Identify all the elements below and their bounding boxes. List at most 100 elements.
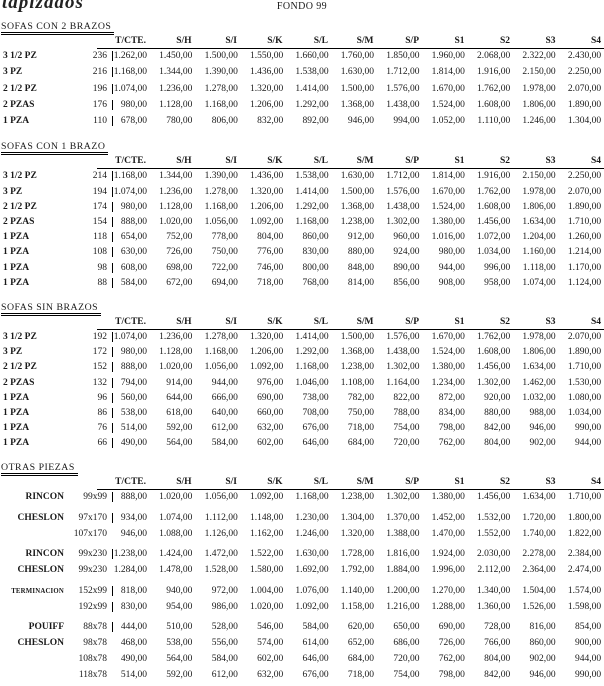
price-cell: 510,00	[147, 622, 192, 632]
price-cell: 1.304,00	[556, 116, 604, 126]
price-cell: 1.020,00	[238, 602, 283, 612]
price-cell: 1.110,00	[465, 116, 510, 126]
price-cell: 944,00	[419, 263, 464, 273]
price-cell: 632,00	[238, 670, 283, 680]
price-cell: 1.500,00	[329, 332, 374, 342]
price-cell: 1.526,00	[510, 602, 555, 612]
price-cell: 1.278,00	[192, 332, 237, 342]
column-header: S4	[556, 36, 604, 46]
price-cell: 1.712,00	[374, 171, 419, 181]
price-cell: 1.302,00	[374, 217, 419, 227]
row-label: 3 PZ	[0, 67, 64, 77]
price-cell: 754,00	[374, 423, 419, 433]
section-title: OTRAS PIEZAS	[1, 462, 78, 476]
price-cell: 1.634,00	[510, 362, 555, 372]
price-cell: 1.128,00	[147, 347, 192, 357]
price-cell: 890,00	[374, 263, 419, 273]
row-label: CHESLON	[0, 638, 64, 648]
price-cell: 2.474,00	[556, 565, 604, 575]
price-cell: 1.292,00	[283, 202, 328, 212]
price-cell: 612,00	[192, 423, 237, 433]
price-cell: 1.504,00	[510, 586, 555, 596]
price-cell: 1.200,00	[374, 586, 419, 596]
price-cell: 650,00	[374, 622, 419, 632]
price-cell: 1.850,00	[374, 51, 419, 61]
price-cell: 960,00	[374, 232, 419, 242]
price-cell: 718,00	[238, 278, 283, 288]
price-cell: 1.478,00	[147, 565, 192, 575]
price-cell: 1.890,00	[556, 100, 604, 110]
price-cell: 1.380,00	[419, 492, 464, 502]
column-header: S/P	[374, 317, 420, 327]
row-label: 3 1/2 PZ	[0, 332, 64, 342]
price-cell: 888,00	[113, 492, 147, 502]
price-cell: 1.260,00	[556, 232, 604, 242]
price-cell: 1.806,00	[510, 100, 555, 110]
price-cell: 788,00	[374, 408, 419, 418]
price-cell: 888,00	[113, 362, 147, 372]
price-cell: 1.004,00	[238, 586, 283, 596]
price-cell: 766,00	[465, 638, 510, 648]
price-cell: 1.020,00	[147, 217, 192, 227]
price-cell: 1.522,00	[238, 549, 283, 559]
column-header: S/M	[328, 477, 374, 487]
price-cell: 1.292,00	[283, 347, 328, 357]
price-cell: 1.206,00	[238, 202, 283, 212]
row-size: 172	[64, 347, 112, 357]
price-cell: 1.630,00	[329, 67, 374, 77]
price-cell: 684,00	[329, 438, 374, 448]
price-cell: 1.302,00	[374, 362, 419, 372]
row-size: 236	[64, 51, 112, 61]
price-cell: 1.074,00	[510, 278, 555, 288]
price-cell: 612,00	[192, 670, 237, 680]
column-header: S/L	[283, 156, 329, 166]
row-size: 196	[64, 84, 112, 94]
price-cell: 1.046,00	[283, 378, 328, 388]
column-header: S/L	[283, 477, 329, 487]
price-cell: 584,00	[192, 438, 237, 448]
price-cell: 860,00	[283, 232, 328, 242]
price-cell: 1.978,00	[510, 187, 555, 197]
price-cell: 1.670,00	[419, 187, 464, 197]
price-cell: 1.278,00	[192, 187, 237, 197]
price-cell: 1.344,00	[147, 171, 192, 181]
header-label-spacer	[0, 317, 97, 330]
row-label: RINCON	[0, 549, 64, 559]
column-header: T/CTE.	[112, 36, 146, 46]
price-cell: 1.092,00	[238, 217, 283, 227]
price-cell: 564,00	[147, 438, 192, 448]
price-cell: 2.278,00	[510, 549, 555, 559]
price-cell: 652,00	[329, 638, 374, 648]
section-title: SOFAS CON 2 BRAZOS	[1, 21, 114, 35]
price-cell: 1.438,00	[374, 100, 419, 110]
price-cell: 1.092,00	[238, 492, 283, 502]
price-cell: 1.112,00	[192, 513, 237, 523]
price-cell: 1.524,00	[419, 202, 464, 212]
price-cell: 644,00	[147, 393, 192, 403]
price-cell: 1.076,00	[283, 586, 328, 596]
price-cell: 2.384,00	[556, 549, 604, 559]
section-title: SOFAS SIN BRAZOS	[1, 302, 101, 316]
price-cell: 2.068,00	[465, 51, 510, 61]
price-cell: 1.238,00	[113, 549, 147, 559]
price-cell: 1.424,00	[147, 549, 192, 559]
row-label: 2 PZAS	[0, 378, 64, 388]
price-cell: 2.322,00	[510, 51, 555, 61]
price-cell: 1.414,00	[283, 84, 328, 94]
